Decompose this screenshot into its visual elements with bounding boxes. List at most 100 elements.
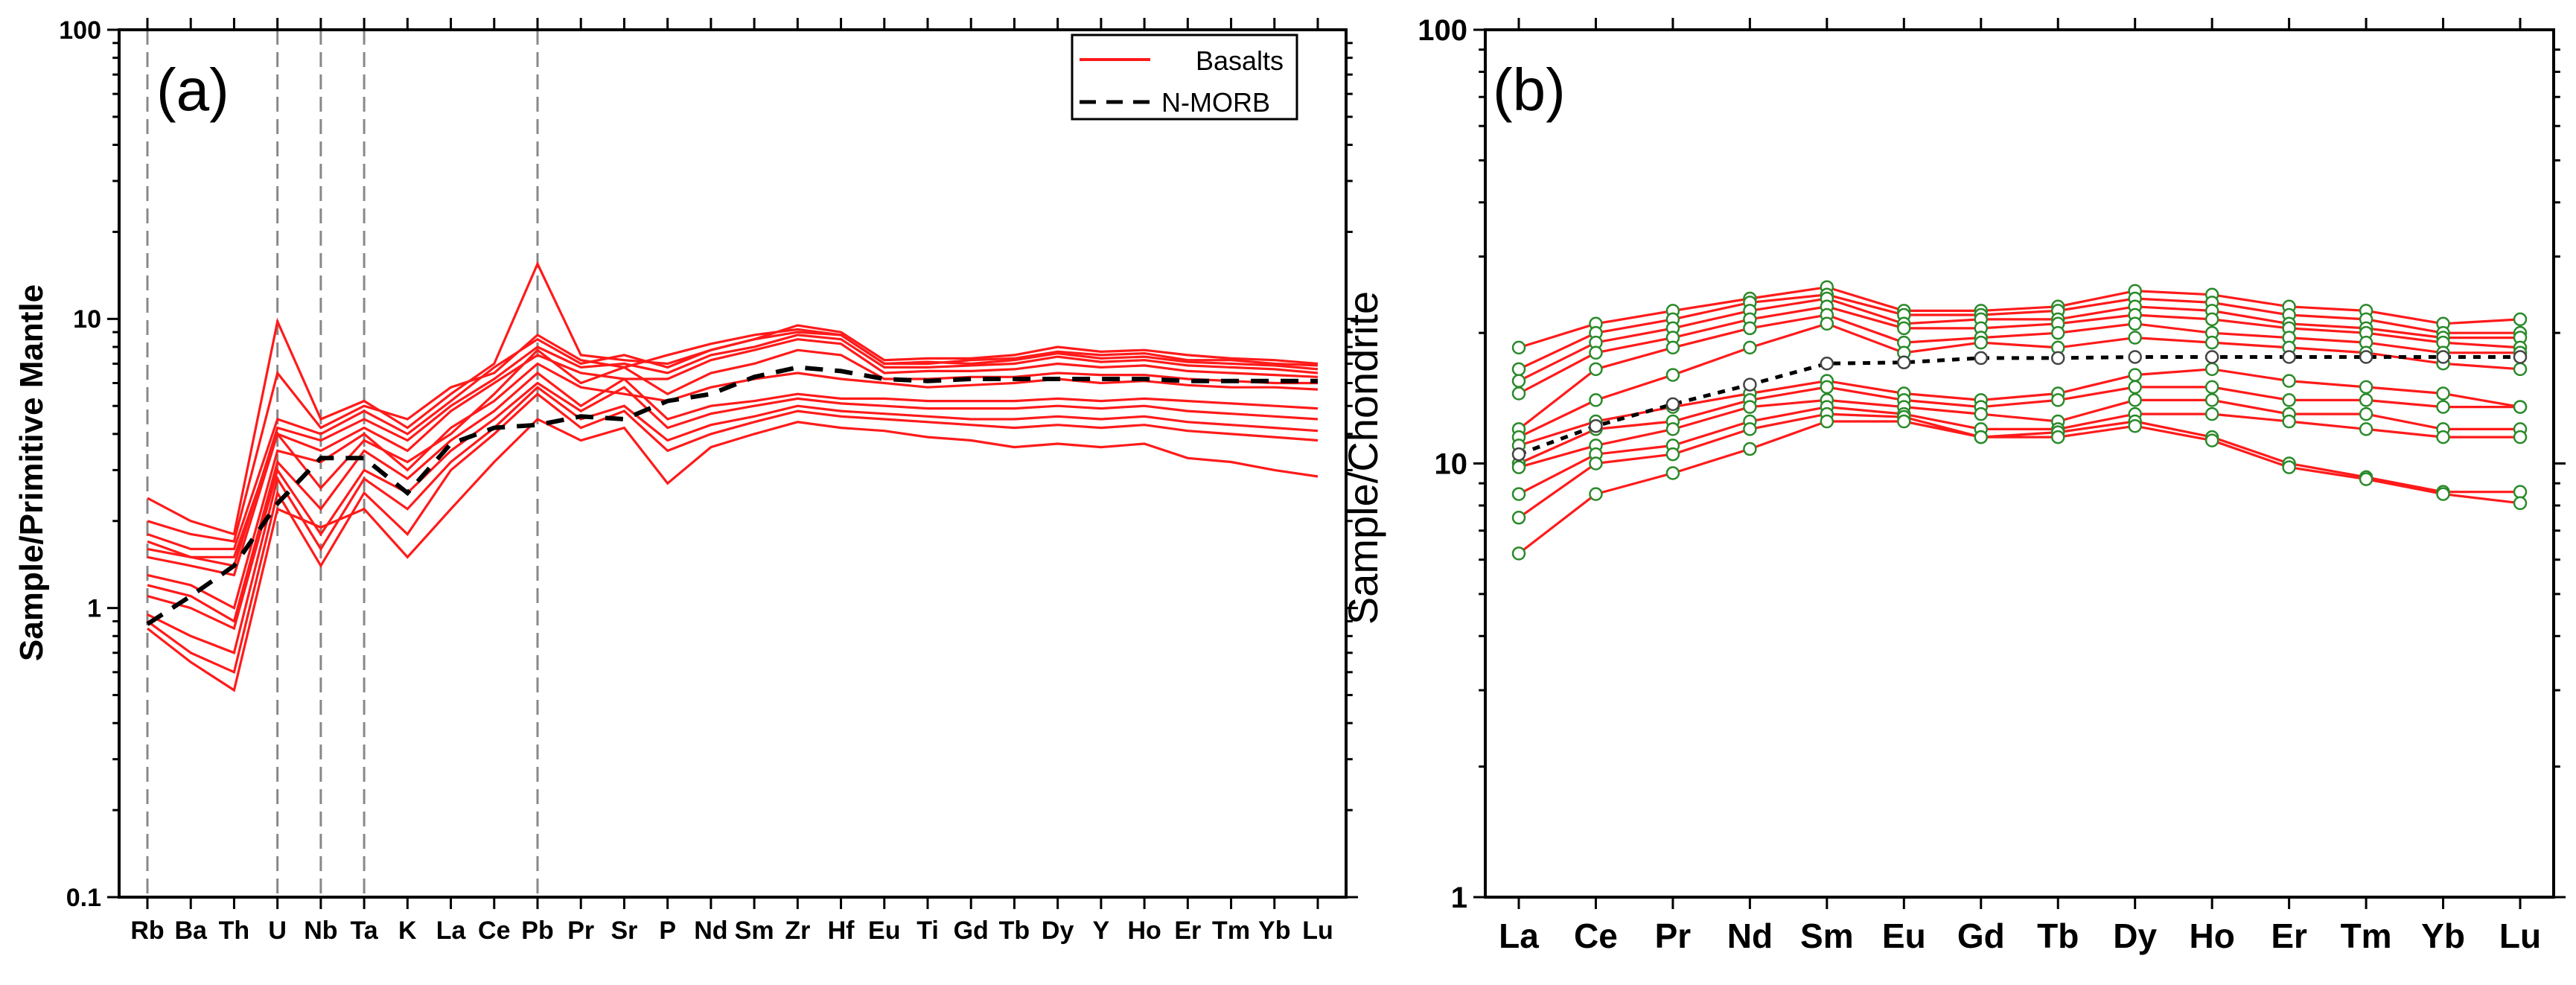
series-12-point bbox=[2513, 496, 2528, 511]
y-tick-label: 0.1 bbox=[66, 884, 101, 912]
x-tick-label-ti: Ti bbox=[916, 917, 939, 945]
x-tick-label-lu: Lu bbox=[1302, 917, 1333, 945]
series-1-point bbox=[1511, 340, 1526, 355]
x-tick-label-tm: Tm bbox=[2341, 917, 2392, 955]
series-7-point bbox=[2282, 374, 2296, 388]
x-tick-label-tm: Tm bbox=[1212, 917, 1250, 945]
reference-point bbox=[2204, 350, 2219, 364]
x-tick-label-pb: Pb bbox=[521, 917, 553, 945]
x-tick-label-nb: Nb bbox=[304, 917, 337, 945]
x-tick-label-la: La bbox=[1499, 917, 1539, 955]
series-line-12 bbox=[1518, 420, 2521, 555]
x-tick-label-k: K bbox=[398, 917, 417, 945]
series-line-5 bbox=[1518, 313, 2520, 430]
series-10-point bbox=[2359, 422, 2373, 436]
series-line-1 bbox=[1518, 286, 2521, 349]
series-3-point bbox=[1511, 374, 1526, 388]
reference-point bbox=[1665, 397, 1680, 412]
series-9-point bbox=[2359, 407, 2373, 421]
series-9-point bbox=[2204, 393, 2219, 407]
x-tick-label-zr: Zr bbox=[785, 917, 810, 945]
x-tick-label-sr: Sr bbox=[610, 917, 637, 945]
series-6-point bbox=[1820, 316, 1834, 331]
x-tick-label-ho: Ho bbox=[1127, 917, 1161, 945]
series-line-10 bbox=[1518, 405, 2520, 496]
x-tick-label-rb: Rb bbox=[130, 917, 164, 945]
series-10-point bbox=[1511, 487, 1526, 501]
reference-point bbox=[2513, 350, 2528, 364]
series-8-point bbox=[2359, 393, 2373, 407]
x-tick-label-u: U bbox=[268, 917, 287, 945]
series-6-point bbox=[1743, 340, 1757, 355]
x-tick-label-lu: Lu bbox=[2499, 917, 2541, 955]
reference-point bbox=[1974, 351, 1989, 366]
x-tick-label-gd: Gd bbox=[1957, 917, 2005, 955]
x-tick-label-pr: Pr bbox=[567, 917, 594, 945]
series-10-point bbox=[2204, 407, 2219, 421]
series-7-point bbox=[2436, 386, 2450, 401]
series-9-point bbox=[1511, 460, 1526, 474]
reference-point bbox=[2359, 350, 2373, 364]
x-tick-label-dy: Dy bbox=[2113, 917, 2157, 955]
series-12-point bbox=[1743, 442, 1757, 456]
series-8-point bbox=[2282, 393, 2296, 407]
x-tick-label-er: Er bbox=[1174, 917, 1201, 945]
reference-line bbox=[146, 365, 1318, 626]
x-tick-label-er: Er bbox=[2271, 917, 2307, 955]
x-tick-label-yb: Yb bbox=[1258, 917, 1290, 945]
series-12-point bbox=[1820, 414, 1834, 429]
series-line-9 bbox=[147, 381, 1319, 631]
series-5-point bbox=[2128, 316, 2142, 331]
series-4-point bbox=[1511, 386, 1526, 401]
series-1-point bbox=[2513, 312, 2528, 327]
x-tick-label-pr: Pr bbox=[1655, 917, 1692, 955]
series-12-point bbox=[1665, 466, 1680, 480]
x-tick-label-eu: Eu bbox=[868, 917, 900, 945]
x-tick-label-hf: Hf bbox=[828, 917, 855, 945]
x-tick-label-nd: Nd bbox=[694, 917, 727, 945]
y-tick-label: 100 bbox=[59, 16, 101, 45]
series-8-point bbox=[1820, 380, 1834, 395]
series-12-point bbox=[2436, 487, 2450, 501]
series-6-point bbox=[1589, 393, 1603, 407]
series-8-point bbox=[2513, 400, 2528, 414]
x-tick-label-y: Y bbox=[1093, 917, 1110, 945]
reference-point bbox=[2050, 351, 2065, 366]
y-tick-label: 1 bbox=[1451, 882, 1467, 914]
panel-b-ylabel: Sample/Chondrite bbox=[1339, 291, 1386, 625]
series-12-point bbox=[1974, 430, 1989, 444]
x-tick-label-ce: Ce bbox=[1574, 917, 1618, 955]
series-line-3 bbox=[147, 331, 1319, 550]
series-12-point bbox=[2282, 460, 2296, 474]
series-8-point bbox=[2204, 380, 2219, 395]
series-9-point bbox=[1665, 422, 1680, 436]
series-7-point bbox=[2204, 362, 2219, 377]
plot-frame bbox=[1484, 28, 2555, 899]
series-line-5 bbox=[147, 338, 1319, 577]
reference-point bbox=[1897, 355, 1911, 370]
series-11-point bbox=[1511, 511, 1526, 525]
series-7-point bbox=[2128, 368, 2142, 382]
y-tick-label: 10 bbox=[73, 305, 101, 334]
legend-box bbox=[1071, 34, 1298, 121]
series-12-point bbox=[1897, 414, 1911, 429]
series-line-6 bbox=[147, 348, 1318, 558]
series-5-point bbox=[1589, 362, 1603, 377]
reference-point bbox=[1743, 377, 1757, 392]
series-4-point bbox=[1589, 345, 1603, 360]
series-11-point bbox=[2513, 485, 2528, 499]
series-4-point bbox=[2204, 312, 2219, 327]
series-line-4 bbox=[1518, 305, 2521, 395]
series-line-2 bbox=[1518, 293, 2520, 371]
series-8-point bbox=[2436, 400, 2450, 414]
reference-point bbox=[2128, 350, 2142, 364]
reference-point bbox=[2436, 350, 2450, 364]
series-9-point bbox=[1974, 407, 1989, 421]
series-10-point bbox=[2513, 430, 2528, 444]
x-tick-label-th: Th bbox=[219, 917, 250, 945]
series-8-point bbox=[2128, 380, 2142, 395]
series-line-12 bbox=[147, 418, 1319, 692]
panel-a-ylabel: Sample/Primitive Mantle bbox=[13, 284, 50, 661]
x-tick-label-p: P bbox=[659, 917, 676, 945]
series-5-point bbox=[1665, 340, 1680, 355]
